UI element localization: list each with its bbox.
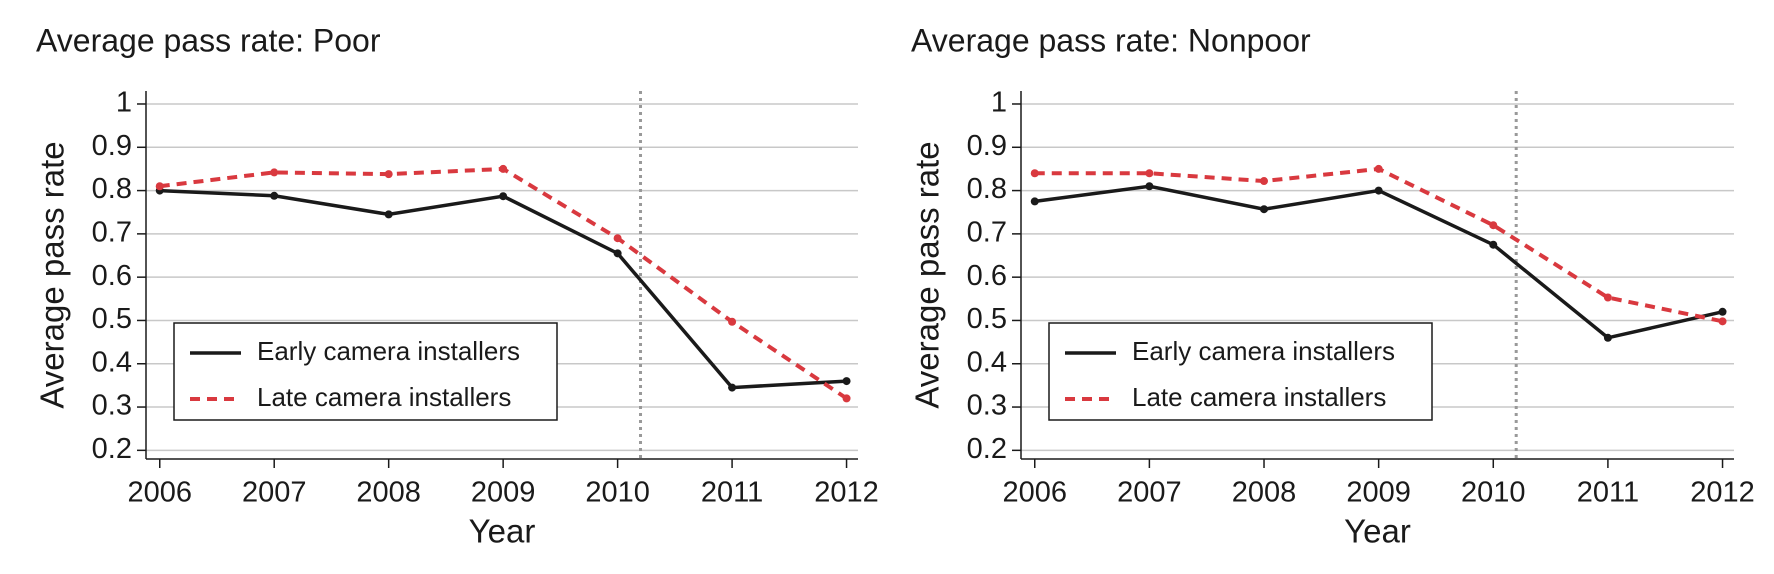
y-tick-label: 0.6 <box>967 260 1007 292</box>
data-point <box>613 249 622 258</box>
y-tick-label: 0.7 <box>92 217 132 249</box>
y-tick-label: 0.8 <box>967 173 1007 205</box>
chart-title: Average pass rate: Poor <box>36 22 381 58</box>
y-tick-label: 0.9 <box>967 130 1007 162</box>
data-point <box>728 317 737 326</box>
legend-label: Early camera installers <box>257 336 520 366</box>
data-point <box>1260 205 1269 214</box>
data-point <box>1030 197 1039 206</box>
x-tick-label: 2008 <box>356 477 421 509</box>
legend-box <box>173 322 558 421</box>
x-tick-label: 2006 <box>127 477 192 509</box>
x-tick-label: 2007 <box>1117 477 1182 509</box>
x-tick-label: 2006 <box>1002 477 1067 509</box>
data-point <box>499 192 508 201</box>
data-point <box>155 182 164 191</box>
legend-label: Late camera installers <box>1132 382 1386 412</box>
data-point <box>1489 221 1498 230</box>
y-tick-label: 0.2 <box>92 433 132 465</box>
x-axis-label: Year <box>469 513 536 550</box>
data-point <box>613 234 622 243</box>
y-tick-label: 0.4 <box>967 346 1007 378</box>
data-point <box>1718 317 1727 326</box>
data-point <box>1603 333 1612 342</box>
y-axis-label: Average pass rate <box>909 141 946 408</box>
y-tick-label: 0.5 <box>92 303 132 335</box>
data-point <box>842 394 851 403</box>
y-tick-label: 0.3 <box>92 390 132 422</box>
data-point <box>1489 240 1498 249</box>
legend-label: Early camera installers <box>1132 336 1395 366</box>
data-point <box>728 383 737 392</box>
x-tick-label: 2012 <box>814 477 879 509</box>
y-axis-label: Average pass rate <box>34 141 71 408</box>
data-point <box>384 210 393 219</box>
y-tick-label: 1 <box>991 87 1007 119</box>
legend-box <box>1048 322 1433 421</box>
x-tick-label: 2010 <box>1461 477 1526 509</box>
legend-label: Late camera installers <box>257 382 511 412</box>
data-point <box>1374 164 1383 173</box>
legend: Early camera installers Late camera insta… <box>1048 322 1433 421</box>
data-point <box>1145 182 1154 191</box>
data-point <box>1374 186 1383 195</box>
data-point <box>1030 169 1039 178</box>
x-tick-label: 2007 <box>242 477 307 509</box>
y-tick-label: 0.8 <box>92 173 132 205</box>
data-point <box>1145 169 1154 178</box>
data-point <box>1718 307 1727 316</box>
y-tick-label: 0.6 <box>92 260 132 292</box>
y-tick-label: 0.7 <box>967 217 1007 249</box>
x-tick-label: 2010 <box>585 477 650 509</box>
y-tick-label: 0.2 <box>967 433 1007 465</box>
x-tick-label: 2009 <box>1346 477 1411 509</box>
chart-title: Average pass rate: Nonpoor <box>911 22 1311 58</box>
panel: Average pass rate: Nonpoor 0.2 0.3 0.4 0.5 0.… <box>909 22 1755 549</box>
data-point <box>1603 293 1612 302</box>
y-tick-label: 1 <box>116 87 132 119</box>
data-point <box>270 168 279 177</box>
panel: Average pass rate: Poor 0.2 0.3 0.4 0.5 0.6 0.… <box>34 22 879 549</box>
x-tick-label: 2011 <box>701 477 763 509</box>
x-tick-label: 2009 <box>471 477 536 509</box>
y-tick-label: 0.5 <box>967 303 1007 335</box>
y-tick-label: 0.3 <box>967 390 1007 422</box>
data-point <box>499 164 508 173</box>
x-tick-label: 2012 <box>1690 477 1755 509</box>
x-tick-label: 2008 <box>1232 477 1297 509</box>
x-tick-label: 2011 <box>1577 477 1639 509</box>
legend: Early camera installers Late camera insta… <box>173 322 558 421</box>
data-point <box>384 170 393 179</box>
y-tick-label: 0.4 <box>92 346 132 378</box>
data-point <box>270 191 279 200</box>
y-tick-label: 0.9 <box>92 130 132 162</box>
data-point <box>842 377 851 386</box>
series-line <box>1034 184 1723 340</box>
data-point <box>1260 177 1269 186</box>
x-axis-label: Year <box>1344 513 1411 550</box>
